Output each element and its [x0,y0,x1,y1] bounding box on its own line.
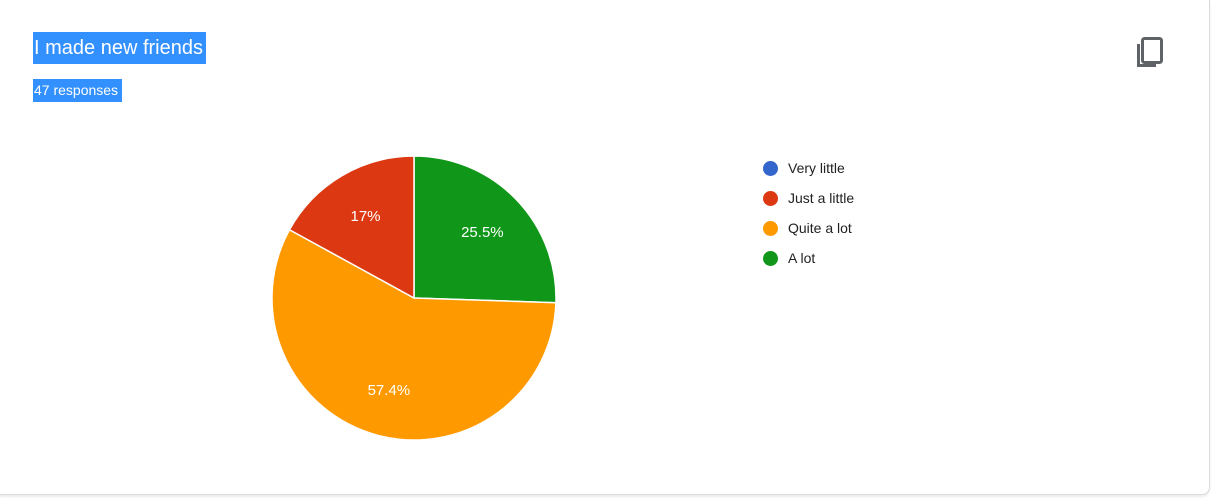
pie-slice-quite-a-lot[interactable] [271,228,557,441]
legend-label: Just a little [788,190,855,206]
pie-slice-just-a-little[interactable] [288,155,415,300]
copy-icon [1137,37,1163,67]
legend-label: Quite a lot [788,220,852,236]
legend-item-just-a-little[interactable]: Just a little [763,183,854,213]
legend-swatch [763,160,778,176]
legend-label: Very little [788,160,845,176]
response-count: 47 responses [33,79,123,102]
question-title: I made new friends [33,32,206,64]
slice-label-just-a-little: 17% [351,208,381,225]
pie-slice-a-lot[interactable] [413,155,557,304]
slice-label-a-lot: 25.5% [461,224,504,241]
copy-chart-button[interactable] [1124,30,1172,78]
legend-label: A lot [788,250,816,266]
legend-item-quite-a-lot[interactable]: Quite a lot [763,213,854,243]
slice-label-quite-a-lot: 57.4% [368,382,411,399]
chart-legend: Very little Just a little Quite a lot A lot [763,153,854,273]
legend-item-a-lot[interactable]: A lot [763,243,854,273]
legend-swatch [763,190,778,206]
legend-swatch [763,220,778,236]
legend-swatch [763,250,778,266]
legend-item-very-little[interactable]: Very little [763,153,854,183]
